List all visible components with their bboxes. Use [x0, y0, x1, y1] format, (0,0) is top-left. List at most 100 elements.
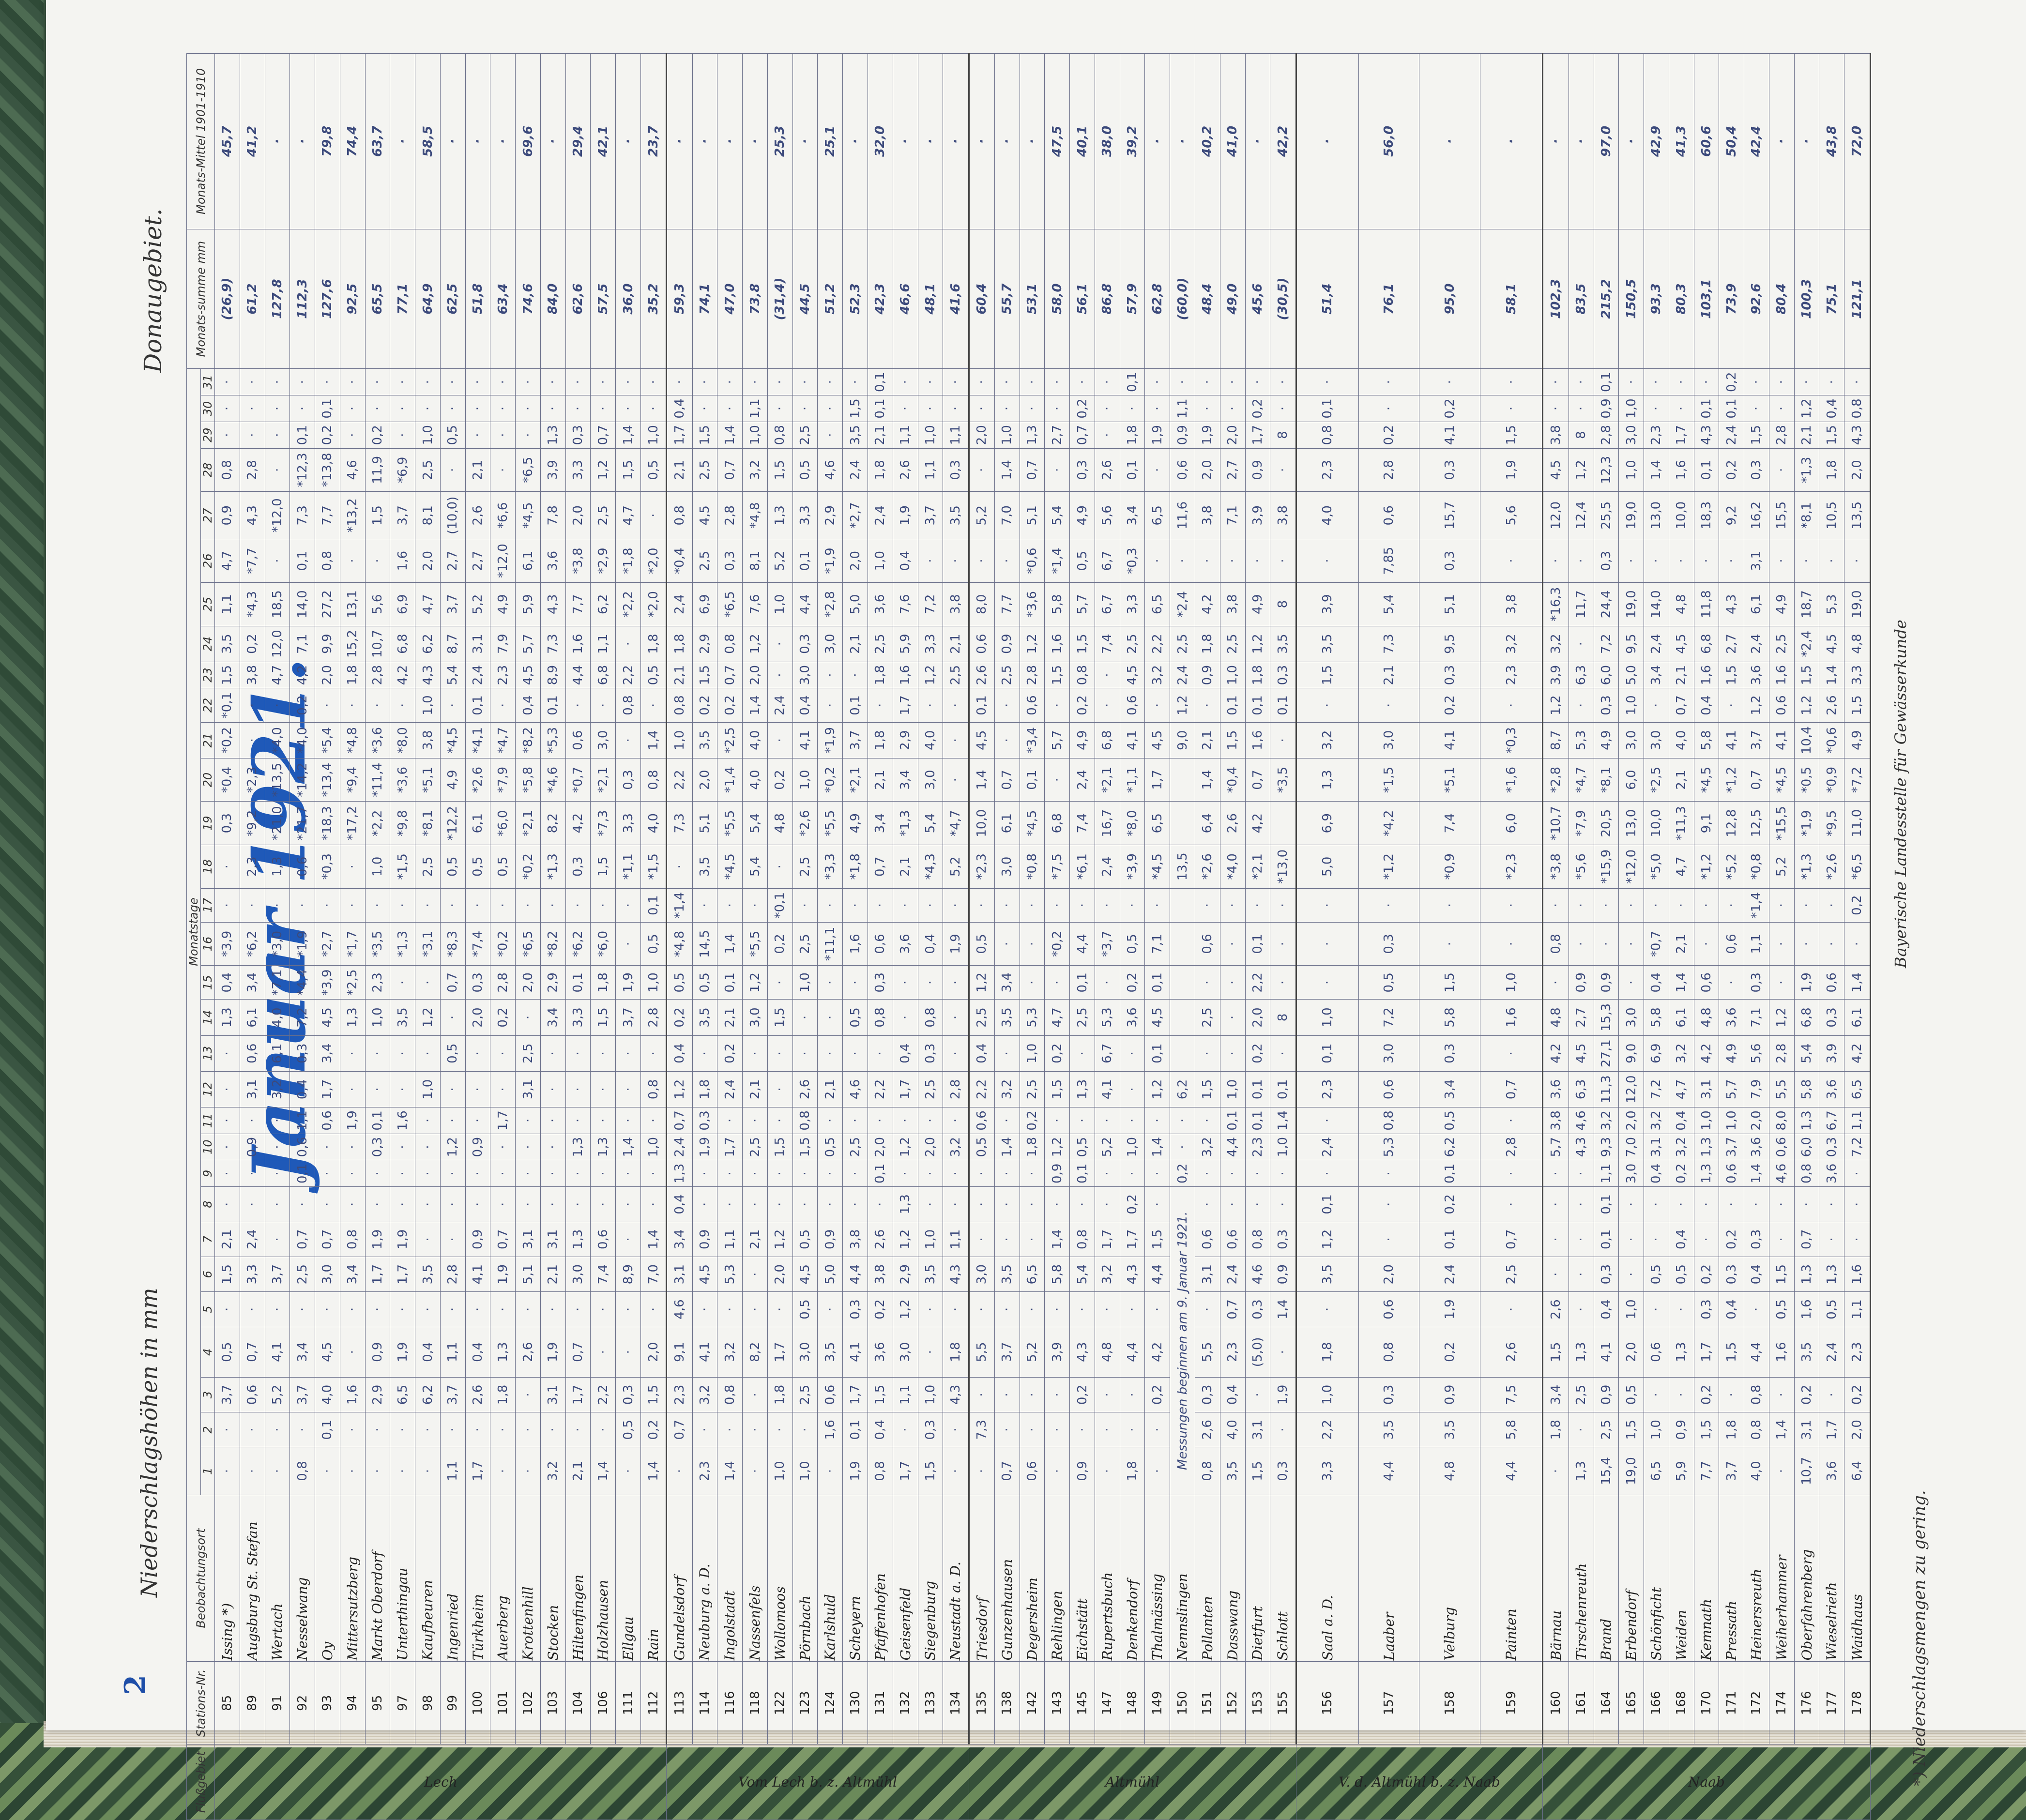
- day-value: *2,3: [240, 758, 265, 802]
- station-number: 158: [1419, 1661, 1480, 1744]
- station-name: Ingenried: [440, 1495, 466, 1662]
- day-value: *12,0: [1618, 845, 1644, 889]
- day-value: 0,2: [1419, 1327, 1480, 1378]
- day-value: 8,0: [969, 582, 995, 626]
- day-value: *0,3: [315, 845, 340, 889]
- day-value: 1,5: [692, 662, 717, 688]
- day-value: 6,1: [265, 1035, 290, 1072]
- day-value: 0,4: [289, 1071, 315, 1107]
- station-number: 171: [1719, 1661, 1744, 1744]
- day-value: ·: [1719, 688, 1744, 723]
- day-value: ·: [1195, 1160, 1220, 1187]
- day-value: ·: [615, 1447, 641, 1495]
- day-value: 0,6: [1769, 1134, 1795, 1160]
- day-value: 4,2: [289, 662, 315, 688]
- day-value: ·: [565, 1160, 591, 1187]
- day-value: 0,5: [1069, 1134, 1095, 1160]
- day-value: 2,2: [666, 758, 693, 802]
- day-value: 2,5: [792, 922, 818, 966]
- day-value: 6,5: [1644, 1447, 1669, 1495]
- table-row: 174 Weiherhammer · 1,4 · 1,6 0,5 1,5 · · 4,6 0,6 8,0…: [1769, 53, 1795, 1820]
- day-value: ·: [1220, 395, 1246, 422]
- day-value: 3,5: [817, 1327, 843, 1378]
- day-value: ·: [1170, 1107, 1195, 1134]
- day-value: 0,2: [1694, 1257, 1719, 1292]
- day-value: ·: [315, 1134, 340, 1160]
- day-value: 0,5: [969, 922, 995, 966]
- day-value: ·: [214, 845, 240, 889]
- day-value: ·: [918, 1107, 943, 1134]
- day-value: ·: [767, 722, 793, 758]
- day-value: ·: [1618, 1186, 1644, 1222]
- day-value: 4,4: [792, 582, 818, 626]
- day-value: 1,0: [415, 422, 441, 449]
- day-value: ·: [1569, 1412, 1594, 1447]
- day-value: 2,6: [465, 1377, 490, 1412]
- day-value: 2,5: [969, 999, 995, 1036]
- day-value: ·: [265, 448, 290, 492]
- day-value: ·: [340, 888, 366, 923]
- header-day-13: 13: [200, 1035, 215, 1072]
- day-value: ·: [265, 422, 290, 449]
- day-value: 3,9: [1245, 491, 1270, 539]
- day-value: 0,2: [1719, 448, 1744, 492]
- day-value: 7,2: [1844, 1134, 1871, 1160]
- day-value: 1,8: [868, 448, 893, 492]
- day-value: 6,9: [1644, 1035, 1669, 1072]
- day-value: ·: [440, 1107, 466, 1134]
- day-value: 1,6: [842, 922, 868, 966]
- table-row: 101 Auerberg · · 1,8 1,3 · 1,9 0,7 · · · 1,7 · · 0,2 2,8…: [490, 53, 516, 1820]
- day-value: 14,0: [1644, 582, 1669, 626]
- day-value: 13,5: [1844, 491, 1871, 539]
- day-value: 1,8: [1542, 1412, 1569, 1447]
- day-value: ·: [1069, 1107, 1095, 1134]
- month-sum: 47,0: [717, 229, 743, 369]
- day-value: 0,7: [666, 1412, 693, 1447]
- day-value: 7,2: [918, 582, 943, 626]
- day-value: 0,5: [842, 999, 868, 1036]
- day-value: ·: [440, 1412, 466, 1447]
- day-value: ·: [340, 1186, 366, 1222]
- day-value: 2,3: [692, 1447, 717, 1495]
- day-value: 7,0: [994, 491, 1020, 539]
- day-value: ·: [1542, 1160, 1569, 1187]
- day-value: 6,4: [1844, 1447, 1871, 1495]
- day-value: 2,5: [692, 539, 717, 583]
- day-value: 0,5: [1644, 1257, 1669, 1292]
- day-value: 12,0: [1542, 491, 1569, 539]
- day-value: 1,4: [742, 688, 768, 723]
- table-row: Naab 160 Bärnau · 1,8 3,4 1,5 2,6 · · · · 5,7 3,8 3,6 4…: [1542, 53, 1871, 1820]
- month-mean: 97,0: [1594, 53, 1619, 229]
- day-value: 0,9: [1069, 1447, 1095, 1495]
- table-row: 177 Wieselrieth 3,6 1,7 · 2,4 0,5 1,3 · · 3,6 0,3 6,…: [1819, 53, 1844, 1820]
- day-value: 6,0: [1480, 801, 1543, 845]
- day-value: 3,6: [540, 539, 566, 583]
- day-value: ·: [340, 1160, 366, 1187]
- day-value: ·: [1480, 888, 1543, 923]
- day-value: ·: [1245, 1377, 1270, 1412]
- day-value: ·: [340, 1327, 366, 1378]
- day-value: 2,0: [1844, 1412, 1871, 1447]
- day-value: 4,8: [1844, 626, 1871, 662]
- day-value: ·: [692, 1291, 717, 1327]
- station-number: 123: [792, 1661, 818, 1744]
- header-day-19: 19: [200, 801, 215, 845]
- day-value: 0,7: [590, 422, 616, 449]
- day-value: 1,5: [1195, 1071, 1220, 1107]
- day-value: *2,3: [969, 845, 995, 889]
- day-value: 10,5: [1819, 491, 1844, 539]
- day-value: 1,4: [615, 422, 641, 449]
- table-row: 106 Holzhausen 1,4 · 2,2 · · 7,4 0,6 · · 1,3 · · · 1,5 1…: [590, 53, 616, 1820]
- day-value: 0,8: [1744, 1412, 1769, 1447]
- day-value: ·: [742, 888, 768, 923]
- day-value: 0,8: [918, 999, 943, 1036]
- day-value: ·: [615, 1327, 641, 1378]
- station-number: 147: [1095, 1661, 1120, 1744]
- day-value: 1,7: [1144, 758, 1170, 802]
- day-value: 3,9: [1542, 662, 1569, 688]
- day-value: 0,9: [1270, 1257, 1296, 1292]
- station-name: Thalmässing: [1144, 1495, 1170, 1662]
- day-value: 9,9: [315, 626, 340, 662]
- day-value: *1,4: [1044, 539, 1070, 583]
- day-value: 0,4: [415, 1327, 441, 1378]
